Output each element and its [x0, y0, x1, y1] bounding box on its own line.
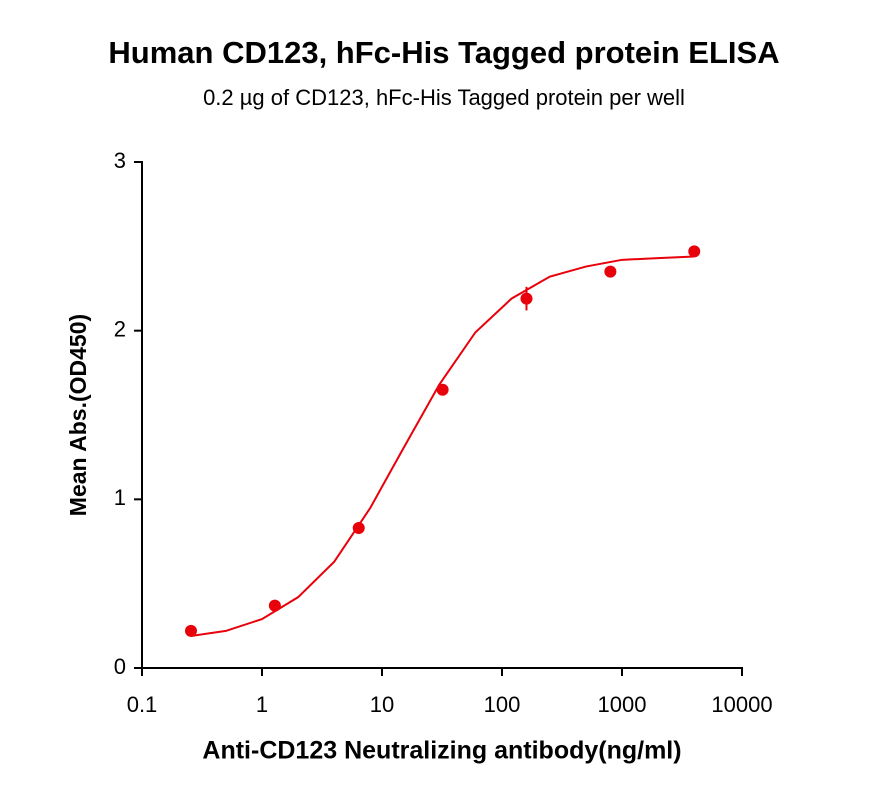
data-point — [268, 599, 281, 612]
y-tick-label: 3 — [114, 148, 126, 173]
chart-title: Human CD123, hFc-His Tagged protein ELIS… — [108, 35, 779, 70]
chart-subtitle: 0.2 µg of CD123, hFc-His Tagged protein … — [203, 85, 685, 110]
data-point — [688, 245, 701, 258]
y-tick-label: 0 — [114, 654, 126, 679]
y-tick-label: 1 — [114, 485, 126, 510]
data-point — [604, 265, 617, 278]
x-tick-label: 1 — [256, 692, 268, 717]
data-point — [352, 522, 365, 535]
data-point — [184, 624, 197, 637]
x-tick-label: 0.1 — [127, 692, 158, 717]
data-point — [436, 383, 449, 396]
fit-curve — [190, 255, 695, 637]
data-point — [520, 292, 533, 305]
y-tick-label: 2 — [114, 316, 126, 341]
x-tick-label: 10000 — [711, 692, 772, 717]
x-tick-label: 100 — [484, 692, 521, 717]
x-tick-label: 1000 — [598, 692, 647, 717]
x-axis-label: Anti-CD123 Neutralizing antibody(ng/ml) — [202, 737, 681, 765]
y-axis-label: Mean Abs.(OD450) — [65, 314, 91, 516]
x-tick-label: 10 — [370, 692, 394, 717]
